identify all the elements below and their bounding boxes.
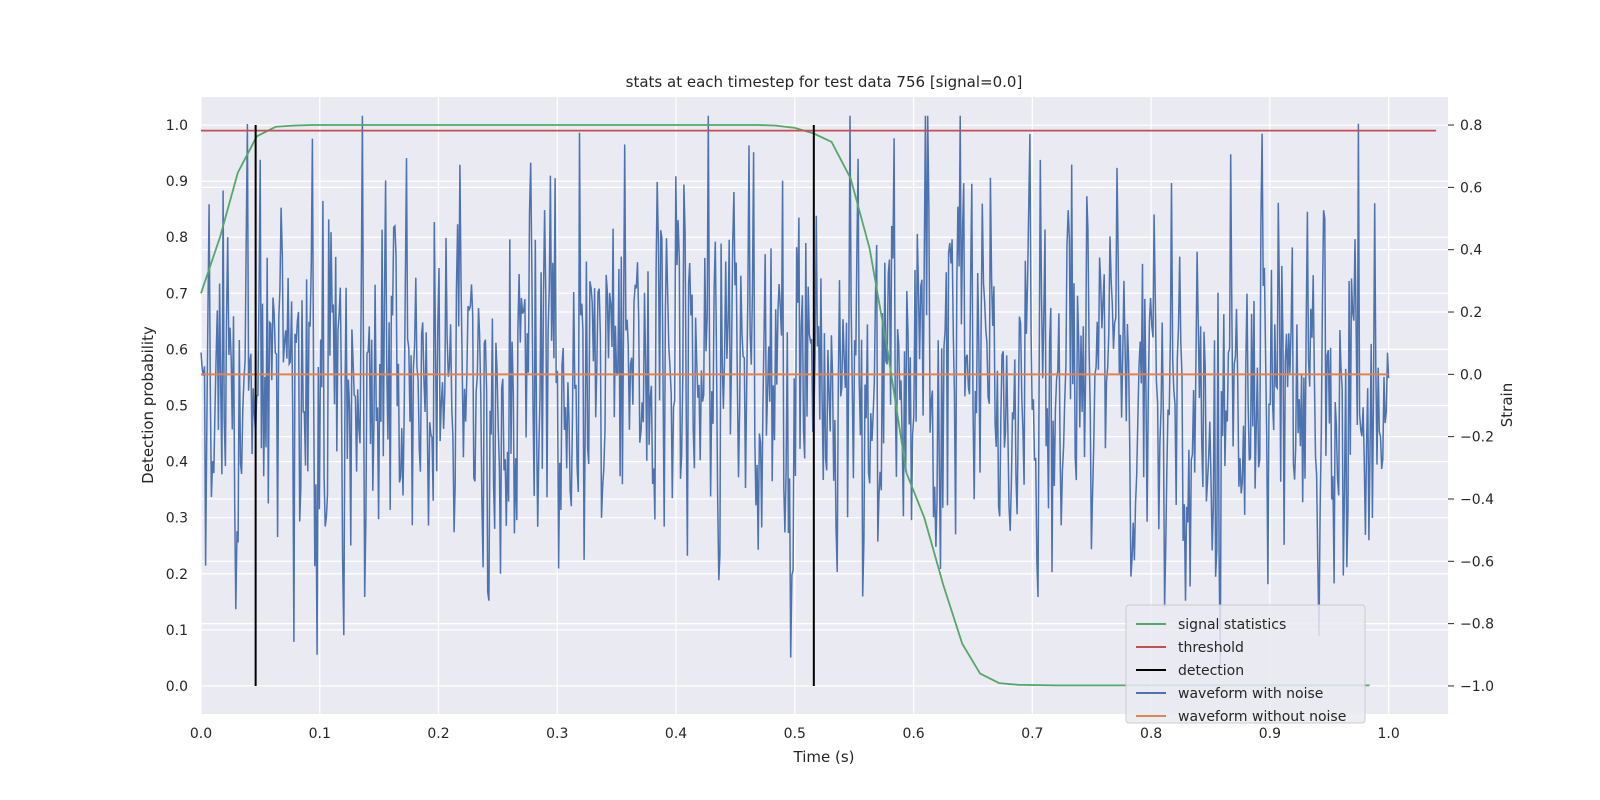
y-left-tick-label: 0.9: [166, 174, 188, 190]
x-axis-ticks: 0.0 0.1 0.2 0.3 0.4 0.5 0.6 0.7 0.8 0.9 1.0: [190, 726, 1400, 742]
x-tick-label: 0.5: [784, 726, 806, 742]
legend-label: detection: [1178, 663, 1244, 679]
y-right-tick-label: 0.4: [1460, 243, 1482, 259]
y-right-tick-label: 0.6: [1460, 180, 1482, 196]
y-right-tick-label: −0.2: [1460, 430, 1494, 446]
legend: signal statistics threshold detection wavef…: [1125, 604, 1366, 725]
series-group: [200, 115, 1437, 687]
x-tick-label: 0.0: [190, 726, 212, 742]
y-left-axis-label: Detection probability: [139, 326, 157, 484]
x-axis-label: Time (s): [793, 748, 855, 766]
y-right-axis-ticks: −1.0 −0.8 −0.6 −0.4 −0.2 0.0 0.2 0.4 0.6 0.8: [1448, 118, 1494, 695]
y-left-tick-label: 0.3: [166, 511, 188, 527]
legend-label: signal statistics: [1178, 617, 1286, 633]
y-left-tick-label: 0.5: [166, 399, 188, 415]
x-tick-label: 0.9: [1259, 726, 1281, 742]
y-left-tick-label: 0.0: [166, 679, 188, 695]
legend-label: waveform with noise: [1178, 686, 1323, 702]
x-tick-label: 0.8: [1140, 726, 1162, 742]
series-waveform-with-noise: [200, 115, 1390, 668]
x-tick-label: 0.7: [1021, 726, 1043, 742]
y-left-tick-label: 1.0: [166, 118, 188, 134]
y-right-tick-label: −0.8: [1460, 617, 1494, 633]
chart-title: stats at each timestep for test data 756…: [626, 73, 1023, 91]
y-right-tick-label: −0.6: [1460, 554, 1494, 570]
y-right-tick-label: −0.4: [1460, 492, 1494, 508]
x-tick-label: 0.2: [427, 726, 449, 742]
x-tick-label: 0.1: [309, 726, 331, 742]
x-tick-label: 0.4: [665, 726, 687, 742]
y-left-tick-label: 0.4: [166, 455, 188, 471]
legend-label: waveform without noise: [1178, 709, 1346, 725]
y-right-axis-label: Strain: [1498, 383, 1516, 427]
y-left-axis-ticks: 0.0 0.1 0.2 0.3 0.4 0.5 0.6 0.7 0.8 0.9 1.0: [166, 118, 188, 695]
y-left-tick-label: 0.7: [166, 286, 188, 302]
legend-box: [1125, 604, 1366, 724]
y-right-tick-label: 0.2: [1460, 305, 1482, 321]
legend-label: threshold: [1178, 640, 1244, 656]
y-right-tick-label: 0.0: [1460, 367, 1482, 383]
y-left-tick-label: 0.2: [166, 567, 188, 583]
y-left-tick-label: 0.8: [166, 230, 188, 246]
x-tick-label: 0.6: [902, 726, 924, 742]
x-tick-label: 1.0: [1377, 726, 1399, 742]
series-signal-statistics: [200, 124, 1370, 687]
y-right-tick-label: −1.0: [1460, 679, 1494, 695]
y-left-tick-label: 0.6: [166, 342, 188, 358]
x-tick-label: 0.3: [546, 726, 568, 742]
y-right-tick-label: 0.8: [1460, 118, 1482, 134]
y-left-tick-label: 0.1: [166, 623, 188, 639]
